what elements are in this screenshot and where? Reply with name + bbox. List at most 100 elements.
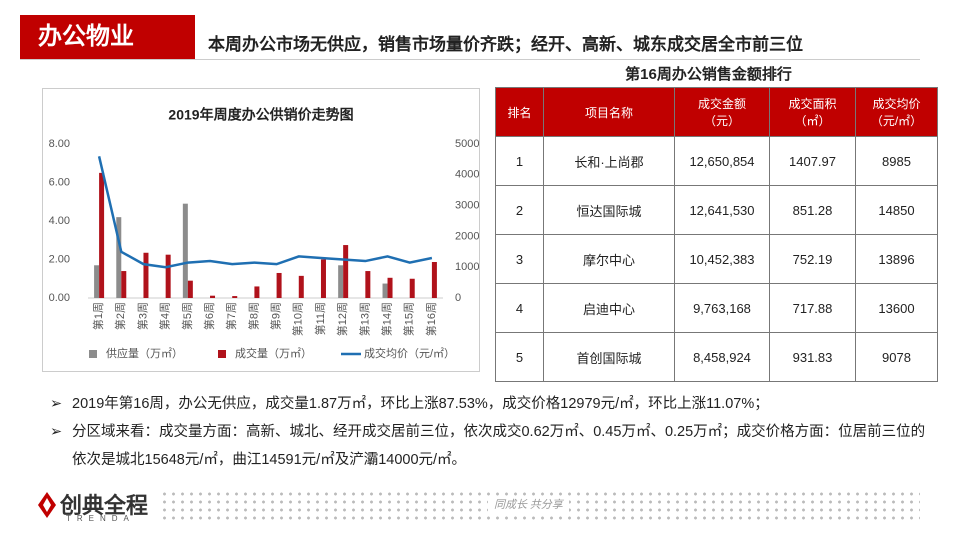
header-cell: 项目名称 <box>543 87 675 137</box>
x-tick-label: 第6周 <box>202 302 216 330</box>
legend-swatch <box>218 350 226 358</box>
divider <box>20 59 920 60</box>
cell: 752.19 <box>769 234 856 284</box>
row: 4 启迪中心 9,763,168 717.88 13600 <box>495 283 938 333</box>
y2-tick-label: 30000 <box>455 200 479 212</box>
cell: 9,763,168 <box>674 283 770 333</box>
logo <box>38 492 56 518</box>
ranking-table: 排名 项目名称 成交金额 （元） 成交面积 （㎡） 成交均价 （元/㎡） 1 长和·上尚郡 1… <box>495 87 938 382</box>
y-tick-label: 8.00 <box>49 138 70 150</box>
header-cell: 成交均价 （元/㎡） <box>855 87 938 137</box>
x-tick-label: 第16周 <box>424 302 438 336</box>
cell: 12,641,530 <box>674 185 770 235</box>
bar <box>121 271 127 298</box>
header-cell: 成交金额 （元） <box>674 87 770 137</box>
cell: 恒达国际城 <box>543 185 675 235</box>
bar <box>298 275 304 298</box>
x-tick-label: 第14周 <box>379 302 393 336</box>
chart-title: 2019年周度办公供销价走势图 <box>168 107 353 123</box>
bar <box>116 217 122 298</box>
table-title: 第16周办公销售金额排行 <box>625 66 792 83</box>
row: 3 摩尔中心 10,452,383 752.19 13896 <box>495 234 938 284</box>
bar <box>254 286 260 298</box>
cell: 首创国际城 <box>543 332 675 382</box>
y2-tick-label: 10000 <box>455 261 479 273</box>
y2-tick-label: 40000 <box>455 169 479 181</box>
headline: 本周办公市场无供应，销售市场量价齐跌；经开、高新、城东成交居全市前三位 <box>208 35 803 54</box>
bar <box>210 295 216 298</box>
slogan: 同成长 共分享 <box>488 496 569 512</box>
brand-en: TRENDA <box>66 514 135 523</box>
bullet: 分区域来看：成交量方面：高新、城北、经开成交居前三位，依次成交0.62万㎡、0.… <box>50 418 930 474</box>
bar <box>382 283 388 298</box>
cell: 2 <box>495 185 544 235</box>
header-cell: 排名 <box>495 87 544 137</box>
y-tick-label: 4.00 <box>49 215 70 227</box>
cell: 9078 <box>855 332 938 382</box>
header-row: 排名 项目名称 成交金额 （元） 成交面积 （㎡） 成交均价 （元/㎡） <box>495 87 938 137</box>
bullet: 2019年第16周，办公无供应，成交量1.87万㎡，环比上涨87.53%，成交价… <box>50 390 930 418</box>
bar <box>143 252 149 298</box>
cell: 14850 <box>855 185 938 235</box>
legend-label: 供应量（万㎡） <box>106 346 183 360</box>
x-tick-label: 第11周 <box>313 302 327 335</box>
bar <box>431 262 437 298</box>
legend-label: 成交均价（元/㎡） <box>364 346 455 360</box>
bar <box>343 245 349 298</box>
cell: 长和·上尚郡 <box>543 136 675 186</box>
x-tick-label: 第5周 <box>180 302 194 330</box>
cell: 10,452,383 <box>674 234 770 284</box>
bar <box>187 280 193 298</box>
bullets: 2019年第16周，办公无供应，成交量1.87万㎡，环比上涨87.53%，成交价… <box>50 390 930 474</box>
y-tick-label: 0.00 <box>49 292 70 304</box>
bar <box>99 172 105 298</box>
x-tick-label: 第13周 <box>357 302 371 336</box>
cell: 1 <box>495 136 544 186</box>
bar <box>409 278 415 298</box>
cell: 启迪中心 <box>543 283 675 333</box>
bar <box>365 271 371 298</box>
x-tick-label: 第1周 <box>91 302 105 330</box>
cell: 摩尔中心 <box>543 234 675 284</box>
bar <box>94 265 100 298</box>
x-tick-label: 第9周 <box>269 302 283 330</box>
row: 1 长和·上尚郡 12,650,854 1407.97 8985 <box>495 136 938 186</box>
x-tick-label: 第2周 <box>113 302 127 330</box>
section-tag: 办公物业 <box>20 15 195 59</box>
cell: 8985 <box>855 136 938 186</box>
bar <box>387 277 393 298</box>
brand: 创典全程 <box>60 493 149 518</box>
x-tick-label: 第8周 <box>246 302 260 330</box>
bar <box>182 203 188 298</box>
chart: 2019年周度办公供销价走势图 0.00 2.00 4.00 6.00 8.00 0 100… <box>49 107 486 360</box>
x-tick-label: 第15周 <box>402 302 416 336</box>
bar <box>338 265 344 298</box>
chart-box: 2019年周度办公供销价走势图 0.00 2.00 4.00 6.00 8.00 0 100… <box>42 88 486 372</box>
cell: 1407.97 <box>769 136 856 186</box>
row: 2 恒达国际城 12,641,530 851.28 14850 <box>495 185 938 235</box>
row: 5 首创国际城 8,458,924 931.83 9078 <box>495 332 938 382</box>
cell: 717.88 <box>769 283 856 333</box>
y-tick-label: 2.00 <box>49 253 70 265</box>
cell: 5 <box>495 332 544 382</box>
cell: 12,650,854 <box>674 136 770 186</box>
y-tick-label: 6.00 <box>49 176 70 188</box>
x-tick-label: 第4周 <box>158 302 172 330</box>
x-tick-label: 第7周 <box>224 302 238 330</box>
x-tick-label: 第3周 <box>135 302 149 330</box>
bar <box>320 259 326 298</box>
y2-tick-label: 0 <box>455 292 461 304</box>
legend-label: 成交量（万㎡） <box>235 346 312 360</box>
x-tick-label: 第10周 <box>291 302 305 336</box>
legend-swatch <box>89 350 97 358</box>
bar <box>165 254 171 298</box>
cell: 8,458,924 <box>674 332 770 382</box>
cell: 4 <box>495 283 544 333</box>
x-tick-label: 第12周 <box>335 302 349 336</box>
cell: 851.28 <box>769 185 856 235</box>
cell: 13896 <box>855 234 938 284</box>
bar <box>276 272 282 298</box>
y2-tick-label: 20000 <box>455 230 479 242</box>
price-line <box>97 156 433 269</box>
